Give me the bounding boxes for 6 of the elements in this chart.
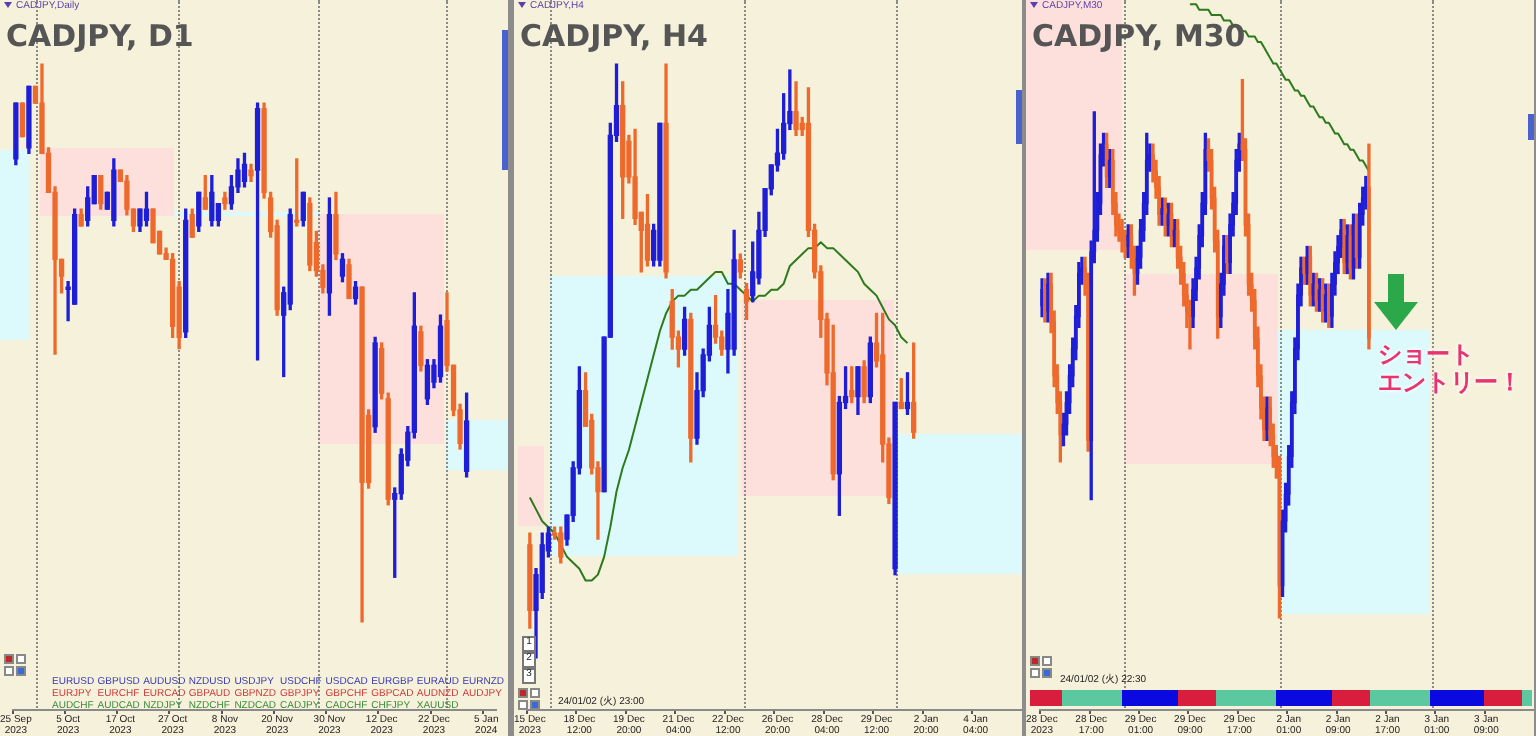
chart-title: CADJPY, M30 [1032,18,1246,54]
chart-title: CADJPY, D1 [6,18,194,54]
chart-title: CADJPY, H4 [520,18,708,54]
annotation: エントリー！ [1378,368,1522,397]
annotation: ショート [1378,340,1474,369]
candlestick [1367,143,1371,350]
